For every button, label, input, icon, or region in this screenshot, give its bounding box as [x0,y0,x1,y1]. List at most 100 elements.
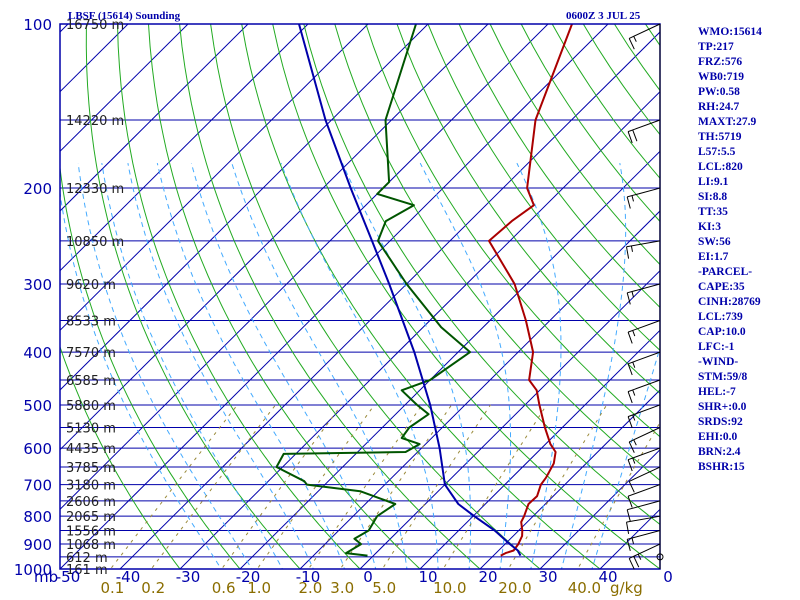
isotherm-line [60,24,429,391]
moist-adiabat-line [101,163,283,569]
height-label: 5130 m [66,422,116,437]
barb-flag [626,522,630,534]
barb-flag [628,558,635,570]
isotherm-line [119,31,660,569]
index-item: TH:5719 [698,131,742,143]
dry-adiabat-line [396,24,660,395]
index-item: BSHR:15 [698,461,745,473]
pressure-tick-label: 1000 [14,561,52,579]
wind-barb [628,466,661,493]
parcel-profile [298,24,522,557]
index-item: LCL:820 [698,161,743,173]
barb-staff [627,484,661,497]
barb-staff [627,447,661,461]
index-item: CINH:28769 [698,296,761,308]
wind-barb [627,351,661,376]
barb-half-flag [631,195,634,202]
height-label: 14220 m [66,114,124,129]
index-item: CAP:10.0 [698,326,746,338]
isotherm-line [359,269,660,569]
moist-adiabat-line [591,346,660,569]
barb-flag [633,556,640,568]
pressure-tick-label: 300 [23,276,52,294]
height-label: 8533 m [66,315,116,330]
isotherm-line [60,24,609,569]
mixing-ratio-line [307,404,423,569]
wind-barb [627,379,661,404]
barb-half-flag [633,36,637,42]
wind-barb [626,283,661,305]
isotherm-line [419,329,660,569]
wind-barb [626,530,661,552]
index-item: EHI:0.0 [698,431,738,443]
barb-half-flag [632,361,636,368]
temperature-tick-label: 20 [478,568,497,586]
height-label: 16750 m [66,18,124,33]
isotherm-line [599,508,660,569]
height-label: 10850 m [66,235,124,250]
index-item: -PARCEL- [698,266,752,278]
barb-half-flag [630,245,633,252]
mixing-ratio-tick: 0.6 [212,579,236,597]
index-item: RH:24.7 [698,101,739,113]
index-item: SHR+:0.0 [698,401,747,413]
barb-flag [626,509,631,522]
barb-staff [628,466,661,482]
chart-time: 0600Z 3 JUL 25 [566,10,641,22]
profile-lines [275,24,573,557]
index-panel: WMO:15614 TP:217 FRZ:576 WB0:719 PW:0.58 RH:2… [698,26,762,473]
dry-adiabat-line [210,24,541,569]
pressure-tick-label: 600 [23,440,52,458]
mixing-ratio-tick: 20.0 [498,579,531,597]
dry-adiabat-line [489,24,660,266]
wind-barb [627,484,661,508]
chart-title: LBSF (15614) Sounding [68,10,181,22]
index-item: SI:8.8 [698,191,727,203]
moist-adiabat-line [560,163,627,569]
temp-axis-unit: mb [34,568,58,586]
mixing-ratio-tick: 0.2 [141,579,165,597]
height-label: 1556 m [66,525,116,540]
temperature-tick-label: -50 [56,568,81,586]
mixing-ratio-unit: g/kg [610,579,643,597]
mixing-ratio-tick: 1.0 [247,579,271,597]
pressure-tick-label: 200 [23,180,52,198]
moist-adiabat-line [516,162,562,569]
index-item: LI:9.1 [698,176,729,188]
barb-staff [627,283,661,294]
index-item: FRZ:576 [698,56,742,68]
wind-barb [627,447,661,472]
height-label: 2606 m [66,495,116,510]
mixing-ratio-line [442,404,548,569]
wind-barb [628,23,661,50]
mixing-ratio-line [150,404,276,569]
isotherm-line [239,150,660,569]
barb-half-flag [631,291,634,298]
axis-labels: 0.1 0.2 0.6 1.0 2.0 3.0 5.0 10.0 20.0 40.0 g/kg100… [14,16,673,597]
index-item: L57:5.5 [698,146,736,158]
wind-barb [628,543,661,570]
barb-staff [628,23,661,39]
barb-staff [627,351,661,365]
index-item: WB0:719 [698,71,744,83]
barb-half-flag [632,457,636,464]
dry-adiabat-line [303,24,660,526]
barb-half-flag [632,414,636,421]
wind-barb [626,187,661,209]
isotherm-line [60,24,489,451]
isotherm-line [60,24,309,272]
index-item: KI:3 [698,221,721,233]
barb-staff [627,500,661,511]
moist-adiabat-line [156,162,346,569]
barb-half-flag [632,389,636,396]
height-label: 9620 m [66,278,116,293]
index-item: LFC:-1 [698,341,735,353]
barb-staff [628,543,661,559]
mixing-ratio-tick: 0.1 [101,579,125,597]
barb-staff [627,530,661,540]
barb-half-flag [632,330,636,337]
barb-flag [627,391,633,404]
temperature-profile [488,24,573,557]
